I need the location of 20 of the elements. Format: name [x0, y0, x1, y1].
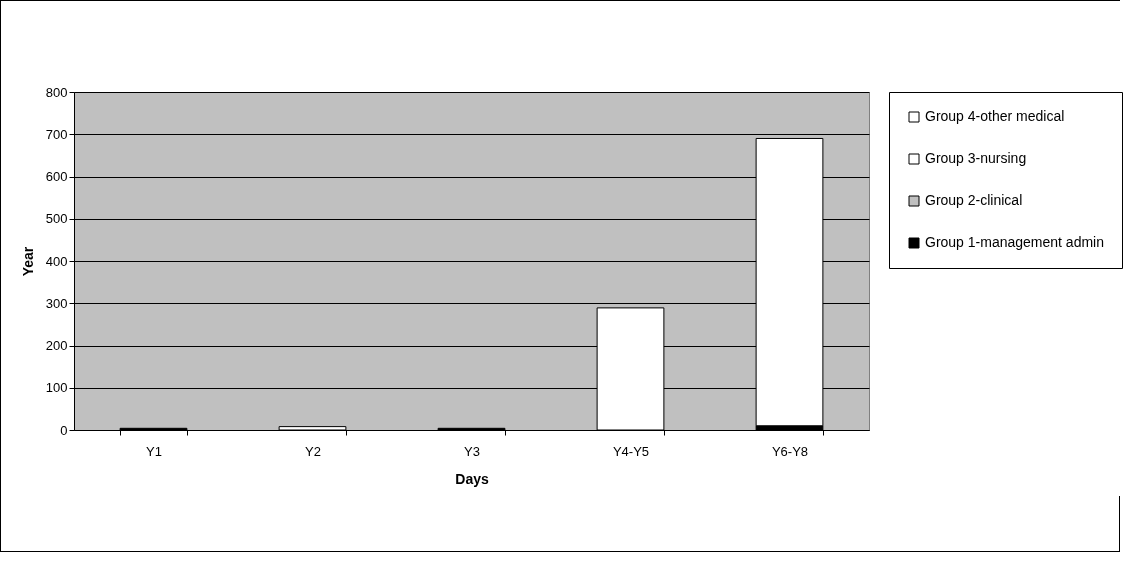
x-axis-title: Days [455, 470, 489, 487]
x-tick-label: Y1 [146, 443, 162, 459]
y-tick-label: 700 [45, 126, 68, 142]
x-tick-label: Y6-Y8 [771, 443, 809, 459]
legend-label: Group 2-clinical [925, 192, 1023, 208]
y-axis-title: Year [19, 246, 36, 277]
x-tick-label: Y4-Y5 [612, 443, 650, 459]
x-tick-label: Y3 [464, 443, 480, 459]
y-tick-label: 100 [45, 380, 68, 396]
y-tick-label: 400 [45, 253, 68, 269]
legend-label: Group 1-management admin [925, 234, 1104, 250]
legend-label: Group 4-other medical [925, 108, 1065, 124]
y-tick-label: 0 [60, 422, 68, 438]
y-tick-label: 200 [45, 338, 68, 353]
y-tick-label: 500 [45, 211, 68, 227]
legend-label: Group 3-nursing [925, 150, 1027, 166]
y-tick-label: 300 [45, 295, 68, 311]
y-tick-label: 800 [45, 84, 68, 100]
x-tick-label: Y2 [305, 443, 321, 459]
y-tick-label: 600 [45, 169, 68, 184]
